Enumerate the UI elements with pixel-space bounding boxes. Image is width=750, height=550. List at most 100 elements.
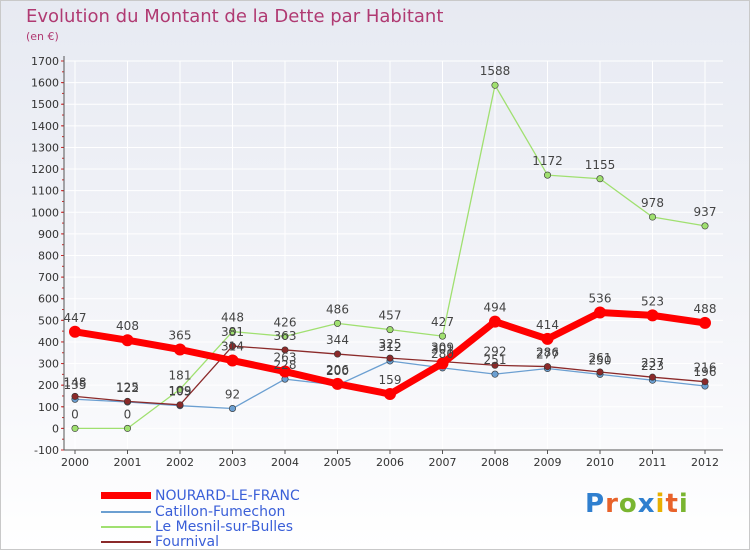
- legend-label: Fournival: [155, 533, 220, 550]
- data-point: [229, 342, 237, 350]
- legend-label: Le Mesnil-sur-Bulles: [155, 518, 294, 535]
- data-point: [648, 373, 656, 381]
- data-point: [436, 357, 449, 370]
- data-label: 523: [641, 294, 664, 308]
- legend-swatch: [101, 525, 151, 528]
- data-point: [176, 385, 184, 393]
- data-label: 0: [124, 407, 132, 421]
- data-label: 292: [484, 344, 507, 358]
- data-label: 937: [694, 205, 717, 219]
- data-point: [174, 343, 186, 356]
- data-label: 237: [641, 356, 664, 370]
- data-point: [543, 363, 551, 371]
- data-label: 381: [221, 325, 244, 339]
- x-tick-label: 2008: [481, 456, 509, 469]
- data-label: 223: [641, 359, 664, 373]
- data-point: [176, 401, 184, 409]
- data-label: 286: [536, 346, 559, 360]
- logo-letter: i: [678, 489, 689, 519]
- data-label: 365: [169, 329, 192, 343]
- data-label: 488: [694, 302, 717, 316]
- y-tick-label: 300: [38, 358, 59, 371]
- data-label: 1588: [480, 64, 511, 78]
- y-tick-label: 1300: [31, 141, 59, 154]
- data-point: [491, 81, 499, 89]
- data-point: [333, 319, 341, 327]
- y-tick-label: 1700: [31, 55, 59, 68]
- data-point: [121, 334, 134, 347]
- x-tick-label: 2004: [271, 456, 299, 469]
- data-label: 251: [484, 353, 507, 367]
- data-label: 206: [326, 363, 349, 377]
- data-point: [331, 377, 344, 390]
- data-label: 408: [116, 319, 139, 333]
- chart-title: Evolution du Montant de la Dette par Hab…: [26, 6, 444, 27]
- y-tick-label: 200: [38, 379, 59, 392]
- data-label: 181: [169, 368, 192, 382]
- x-tick-label: 2011: [639, 456, 667, 469]
- logo-letter: t: [665, 489, 679, 519]
- data-point: [646, 309, 659, 322]
- axes: -100010020030040050060070080090010001100…: [31, 55, 723, 469]
- proxiti-logo: Proxiti: [585, 489, 689, 519]
- data-label: 125: [116, 380, 139, 394]
- data-label: 1155: [585, 158, 616, 172]
- x-tick-label: 2002: [166, 456, 194, 469]
- legend-item: Catillon-Fumechon: [101, 504, 285, 520]
- data-point: [226, 354, 239, 367]
- data-point: [541, 332, 554, 345]
- y-tick-label: 1200: [31, 163, 59, 176]
- y-tick-label: 700: [38, 271, 59, 284]
- data-label: 228: [274, 358, 297, 372]
- logo-letter: P: [585, 489, 606, 519]
- x-tick-label: 2005: [324, 456, 352, 469]
- x-tick-label: 2000: [61, 456, 89, 469]
- x-tick-label: 2006: [376, 456, 404, 469]
- data-point: [333, 350, 341, 358]
- legend-swatch: [101, 540, 151, 543]
- data-label: 447: [64, 311, 87, 325]
- data-point: [281, 332, 289, 340]
- legend-item: Fournival: [101, 534, 219, 549]
- data-label: 263: [274, 351, 297, 365]
- data-point: [596, 368, 604, 376]
- data-point: [229, 405, 237, 413]
- data-point: [701, 222, 709, 230]
- data-label: 277: [536, 348, 559, 362]
- data-label: 200: [326, 364, 349, 378]
- data-point: [596, 175, 604, 183]
- data-point: [279, 365, 291, 378]
- data-label: 92: [225, 388, 240, 402]
- data-label: 494: [484, 301, 507, 315]
- y-tick-label: 500: [38, 314, 59, 327]
- x-tick-label: 2007: [429, 456, 457, 469]
- data-label: 122: [116, 381, 139, 395]
- y-tick-label: 1000: [31, 206, 59, 219]
- x-tick-label: 2010: [586, 456, 614, 469]
- data-label: 216: [694, 361, 717, 375]
- data-label: 486: [326, 302, 349, 316]
- y-tick-label: 600: [38, 293, 59, 306]
- data-label: 312: [379, 340, 402, 354]
- data-point: [491, 370, 499, 378]
- data-label: 280: [431, 347, 454, 361]
- data-point: [386, 326, 394, 334]
- data-label: 148: [64, 375, 87, 389]
- y-tick-label: 1400: [31, 120, 59, 133]
- y-tick-label: 1100: [31, 185, 59, 198]
- data-point: [489, 315, 501, 328]
- data-point: [69, 325, 81, 338]
- grid-lines: [64, 60, 723, 451]
- data-point: [281, 346, 289, 354]
- y-tick-label: -100: [34, 444, 59, 457]
- data-label: 325: [379, 337, 402, 351]
- series-layer: [69, 81, 711, 432]
- data-label: 250: [589, 353, 612, 367]
- data-label: 448: [221, 311, 244, 325]
- data-label: 536: [589, 292, 612, 306]
- data-label: 196: [694, 365, 717, 379]
- data-label: 105: [169, 385, 192, 399]
- data-point: [386, 354, 394, 362]
